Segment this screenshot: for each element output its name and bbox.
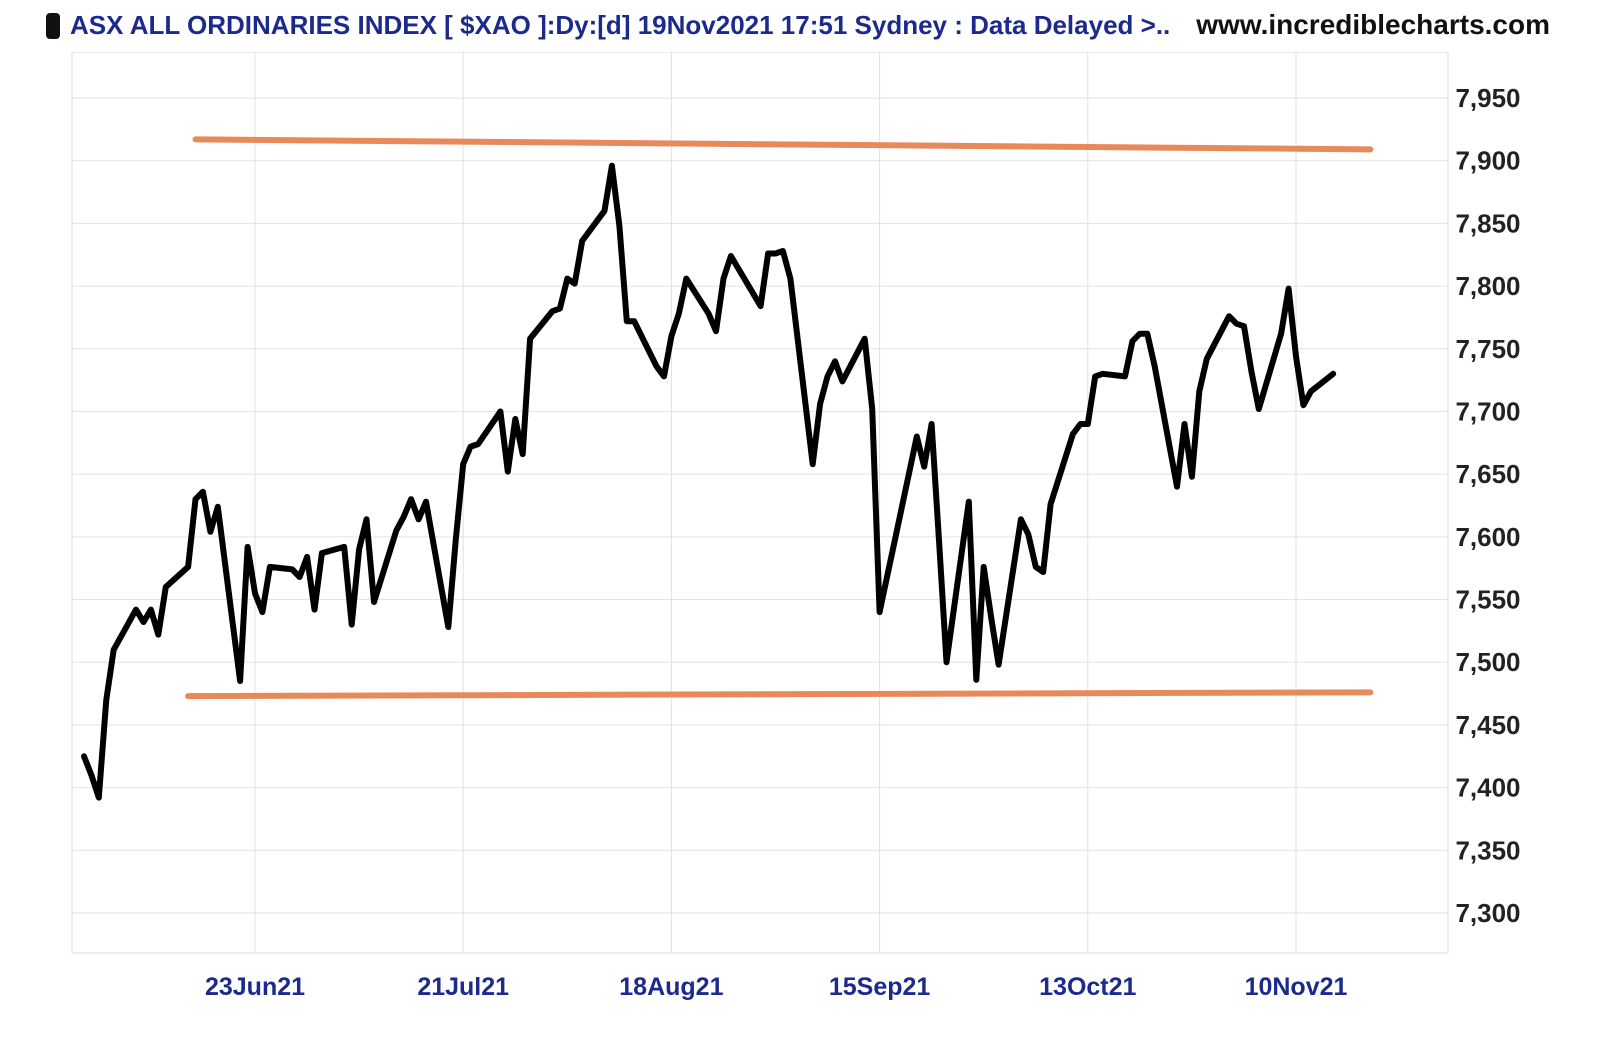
x-tick-label: 13Oct21 [1039, 973, 1136, 1001]
resistance-line [192, 136, 1374, 153]
channel-layer [185, 136, 1374, 700]
support-line [185, 689, 1374, 700]
site-url: www.incrediblecharts.com [1196, 9, 1550, 40]
y-tick-label: 7,850 [1455, 208, 1520, 238]
x-tick-label: 15Sep21 [829, 973, 931, 1001]
y-tick-label: 7,500 [1455, 647, 1520, 677]
y-tick-label: 7,550 [1455, 585, 1520, 615]
x-tick-label: 21Jul21 [417, 973, 509, 1001]
y-tick-label: 7,450 [1455, 710, 1520, 740]
price-line [81, 162, 1337, 801]
y-tick-label: 7,950 [1455, 83, 1520, 113]
x-tick-label: 10Nov21 [1245, 973, 1348, 1001]
y-tick-label: 7,900 [1455, 146, 1520, 176]
y-tick-label: 7,300 [1455, 898, 1520, 928]
chart-header: ASX ALL ORDINARIES INDEX [ $XAO ]:Dy:[d]… [0, 0, 1612, 52]
chart-title: ASX ALL ORDINARIES INDEX [ $XAO ]:Dy:[d]… [70, 10, 1171, 40]
y-tick-label: 7,650 [1455, 459, 1520, 489]
grid-layer [72, 52, 1448, 953]
line-layer [81, 162, 1337, 801]
y-axis-labels: 7,300 7,350 7,400 7,450 7,500 7,550 7,600 7,650… [1455, 83, 1520, 928]
x-axis-labels: 23Jun21 21Jul21 18Aug21 15Sep21 13Oct21 10Nov… [205, 973, 1348, 1001]
y-tick-label: 7,400 [1455, 773, 1520, 803]
title-marker-icon [46, 13, 60, 39]
y-tick-label: 7,800 [1455, 271, 1520, 301]
y-tick-label: 7,600 [1455, 522, 1520, 552]
x-tick-label: 18Aug21 [619, 973, 723, 1001]
y-tick-label: 7,750 [1455, 334, 1520, 364]
y-tick-label: 7,350 [1455, 835, 1520, 865]
plot-border [71, 51, 1449, 954]
x-tick-label: 23Jun21 [205, 973, 305, 1001]
y-tick-label: 7,700 [1455, 396, 1520, 426]
